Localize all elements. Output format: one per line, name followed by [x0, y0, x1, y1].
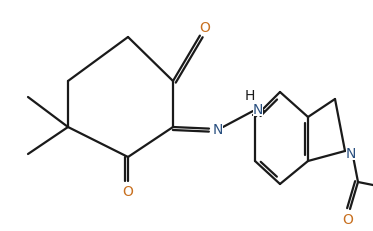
Text: N: N	[253, 103, 263, 116]
Text: N: N	[346, 146, 356, 160]
Text: H: H	[245, 89, 255, 103]
Text: O: O	[123, 184, 134, 198]
Text: O: O	[342, 212, 354, 226]
Text: N: N	[213, 122, 223, 137]
Text: O: O	[200, 21, 210, 35]
